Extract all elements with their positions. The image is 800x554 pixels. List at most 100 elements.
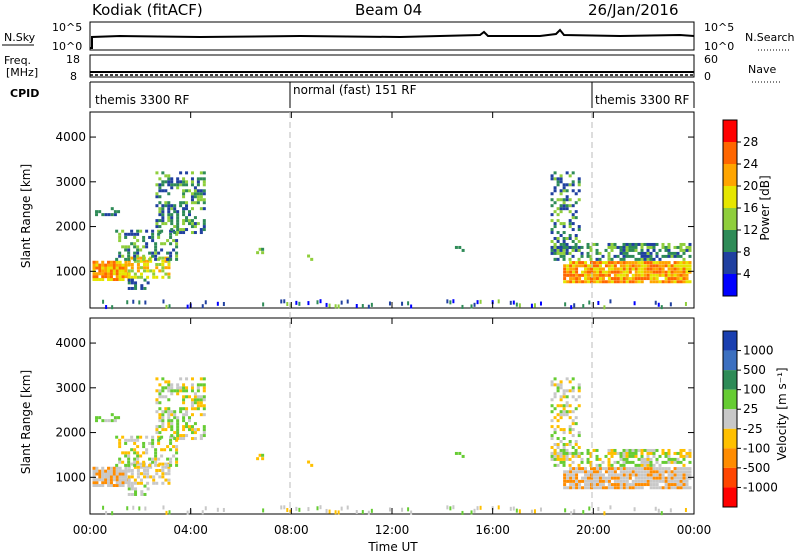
- range-cell: [658, 264, 662, 268]
- range-cell: [92, 260, 96, 264]
- range-cell: [188, 416, 192, 420]
- colorbar-swatch: [723, 252, 737, 274]
- range-cell: [518, 303, 521, 308]
- range-cell: [164, 386, 168, 390]
- range-cell: [158, 383, 162, 387]
- range-cell: [613, 270, 617, 274]
- range-cell: [601, 261, 605, 265]
- range-cell: [577, 383, 581, 387]
- range-cell: [112, 466, 116, 470]
- colorbar-swatch: [723, 389, 737, 410]
- range-cell: [148, 441, 152, 445]
- range-cell: [193, 186, 197, 190]
- range-cell: [158, 419, 162, 423]
- range-cell: [563, 479, 567, 483]
- range-cell: [589, 257, 593, 261]
- range-cell: [610, 242, 614, 246]
- range-cell: [628, 242, 632, 246]
- range-cell: [164, 462, 168, 466]
- range-cell: [586, 448, 590, 452]
- range-cell: [664, 451, 668, 455]
- range-cell: [160, 448, 164, 452]
- range-cell: [316, 506, 319, 511]
- range-cell: [607, 483, 611, 487]
- range-cell: [155, 389, 159, 393]
- x-tick-label: 08:00: [274, 523, 309, 537]
- range-cell: [261, 453, 265, 457]
- range-cell: [185, 395, 189, 399]
- range-cell: [577, 257, 581, 261]
- range-cell: [176, 431, 180, 435]
- range-cell: [127, 492, 131, 496]
- range-cell: [570, 305, 573, 310]
- range-cell: [628, 245, 632, 249]
- range-cell: [643, 261, 647, 265]
- range-cell: [619, 280, 623, 284]
- range-cell: [577, 239, 581, 243]
- range-cell: [652, 267, 656, 271]
- range-cell: [139, 256, 143, 260]
- range-cell: [559, 177, 563, 181]
- range-cell: [682, 267, 686, 271]
- range-cell: [161, 377, 165, 381]
- range-cell: [673, 457, 677, 461]
- range-cell: [158, 431, 162, 435]
- range-cell: [563, 280, 567, 284]
- range-cell: [664, 245, 668, 249]
- range-cell: [628, 460, 632, 464]
- range-cell: [401, 301, 404, 306]
- range-cell: [410, 510, 413, 515]
- range-cell: [646, 448, 650, 452]
- range-cell: [575, 479, 579, 483]
- range-cell: [571, 204, 575, 208]
- range-cell: [628, 486, 632, 490]
- range-cell: [553, 245, 557, 249]
- range-cell: [569, 264, 573, 268]
- range-cell: [553, 251, 557, 255]
- range-cell: [124, 475, 128, 479]
- range-cell: [565, 457, 569, 461]
- range-cell: [565, 442, 569, 446]
- range-cell: [625, 248, 629, 252]
- range-cell: [616, 486, 620, 490]
- range-cell: [175, 460, 179, 464]
- range-cell: [643, 254, 647, 258]
- range-cell: [133, 441, 137, 445]
- range-cell: [670, 457, 674, 461]
- range-cell: [595, 476, 599, 480]
- range-cell: [182, 407, 186, 411]
- range-cell: [109, 472, 113, 476]
- range-cell: [622, 473, 626, 477]
- range-cell: [553, 377, 557, 381]
- range-cell: [158, 395, 162, 399]
- range-cell: [682, 470, 686, 474]
- range-cell: [640, 467, 644, 471]
- range-cell: [145, 245, 149, 249]
- colorbar-tick-label: 12: [743, 223, 758, 237]
- range-cell: [640, 273, 644, 277]
- range-cell: [121, 229, 125, 233]
- range-cell: [634, 476, 638, 480]
- range-cell: [562, 251, 566, 255]
- range-cell: [107, 469, 111, 473]
- range-cell: [566, 273, 570, 277]
- range-cell: [595, 261, 599, 265]
- range-cell: [182, 395, 186, 399]
- range-cell: [142, 463, 146, 467]
- range-cell: [613, 267, 617, 271]
- range-cell: [182, 183, 186, 187]
- range-cell: [688, 248, 692, 252]
- range-cell: [562, 442, 566, 446]
- range-cell: [658, 467, 662, 471]
- range-cell: [688, 280, 692, 284]
- range-cell: [586, 451, 590, 455]
- range-cell: [581, 476, 585, 480]
- range-cell: [616, 245, 620, 249]
- range-cell: [577, 451, 581, 455]
- range-cell: [280, 505, 283, 510]
- range-cell: [170, 392, 174, 396]
- range-cell: [640, 479, 644, 483]
- range-cell: [163, 448, 167, 452]
- range-cell: [688, 270, 692, 274]
- range-cell: [625, 277, 629, 281]
